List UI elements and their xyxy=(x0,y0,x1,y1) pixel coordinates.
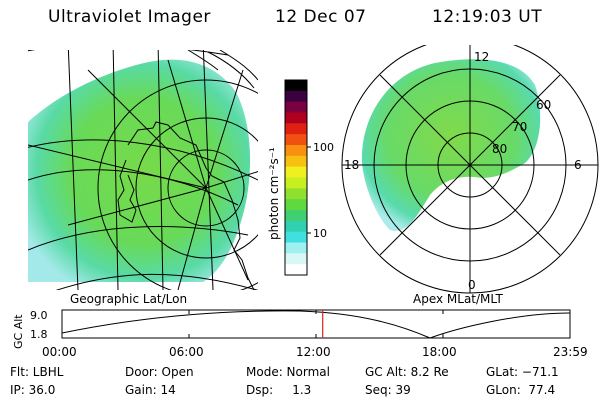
gain-readout: Gain: 14 xyxy=(125,383,176,397)
latitude-ring-mid xyxy=(135,117,258,259)
colorbar-band xyxy=(285,145,307,157)
colorbar-band xyxy=(285,210,307,222)
aurora-image-geographic xyxy=(28,59,251,282)
colorbar-band xyxy=(285,166,307,178)
colorbar-band xyxy=(285,177,307,189)
colorbar-band xyxy=(285,264,307,276)
glon-readout: GLon: 77.4 xyxy=(486,383,556,397)
mlat-label-70: 70 xyxy=(512,120,527,134)
time-label: 12:19:03 UT xyxy=(432,7,543,27)
latitude-ring-inner xyxy=(167,149,245,227)
timeline-xtick-2359: 23:59 xyxy=(553,345,588,359)
colorbar-band xyxy=(285,253,307,265)
colorbar-band xyxy=(285,220,307,233)
timeline-xtick-1800: 18:00 xyxy=(422,345,457,359)
colorbar-band xyxy=(285,155,307,168)
date-label: 12 Dec 07 xyxy=(275,7,367,27)
colorbar-band xyxy=(285,123,307,135)
timeline-xtick-0600: 06:00 xyxy=(169,345,204,359)
colorbar-band xyxy=(285,90,307,103)
colorbar: 100 10 photon cm⁻²s⁻¹ xyxy=(267,79,334,276)
panel-frame-arcs xyxy=(187,50,258,89)
filter-readout: Flt: LBHL xyxy=(10,365,64,379)
timeline-ytick-bottom: 1.8 xyxy=(30,328,48,341)
magnetic-polar-panel: 12 18 6 0 60 70 80 xyxy=(341,45,599,294)
colorbar-band xyxy=(285,112,307,124)
colorbar-band xyxy=(285,101,307,113)
colorbar-band xyxy=(285,231,307,243)
colorbar-band xyxy=(285,134,307,146)
mlt-label-12: 12 xyxy=(474,50,489,64)
timeline-ytick-top: 9.0 xyxy=(30,309,48,322)
mlt-label-6: 6 xyxy=(574,158,582,172)
coastline-outline xyxy=(117,121,255,290)
colorbar-band xyxy=(285,80,307,92)
colorbar-band xyxy=(285,188,307,200)
aurora-image-magnetic xyxy=(361,59,541,231)
magnetic-caption: Apex MLat/MLT xyxy=(413,292,503,306)
colorbar-band xyxy=(285,199,307,211)
mlt-label-18: 18 xyxy=(344,158,359,172)
colorbar-gradient xyxy=(285,80,307,276)
ip-readout: IP: 36.0 xyxy=(10,383,56,397)
altitude-curve xyxy=(61,310,571,339)
geographic-caption: Geographic Lat/Lon xyxy=(70,292,188,306)
timeline-ylabel: GC Alt xyxy=(12,314,25,349)
orbit-timeline: GC Alt 9.0 1.8 00:00 06:00 12:00 18:00 2… xyxy=(12,309,588,359)
polar-grid xyxy=(341,45,599,294)
glat-readout: GLat: −71.1 xyxy=(486,365,559,379)
timeline-ticks xyxy=(188,310,444,338)
geographic-map-panel xyxy=(28,50,258,290)
colorbar-tick-label-10: 10 xyxy=(313,227,327,240)
mlat-label-60: 60 xyxy=(536,98,551,112)
timeline-xtick-0000: 00:00 xyxy=(42,345,77,359)
dsp-readout: Dsp: 1.3 xyxy=(246,383,312,397)
timeline-xtick-1200: 12:00 xyxy=(296,345,331,359)
colorbar-unit-label: photon cm⁻²s⁻¹ xyxy=(267,147,281,240)
colorbar-band xyxy=(285,242,307,254)
mode-readout: Mode: Normal xyxy=(246,365,330,379)
timeline-frame xyxy=(61,309,571,339)
latitude-ring-outer xyxy=(97,79,258,290)
seq-readout: Seq: 39 xyxy=(365,383,411,397)
gc-alt-readout: GC Alt: 8.2 Re xyxy=(365,365,449,379)
mlt-label-0: 0 xyxy=(468,278,476,292)
mlat-label-80: 80 xyxy=(492,142,507,156)
instrument-title: Ultraviolet Imager xyxy=(48,7,211,27)
door-readout: Door: Open xyxy=(125,365,194,379)
colorbar-tick-label-100: 100 xyxy=(313,141,334,154)
geographic-grid xyxy=(28,50,258,290)
